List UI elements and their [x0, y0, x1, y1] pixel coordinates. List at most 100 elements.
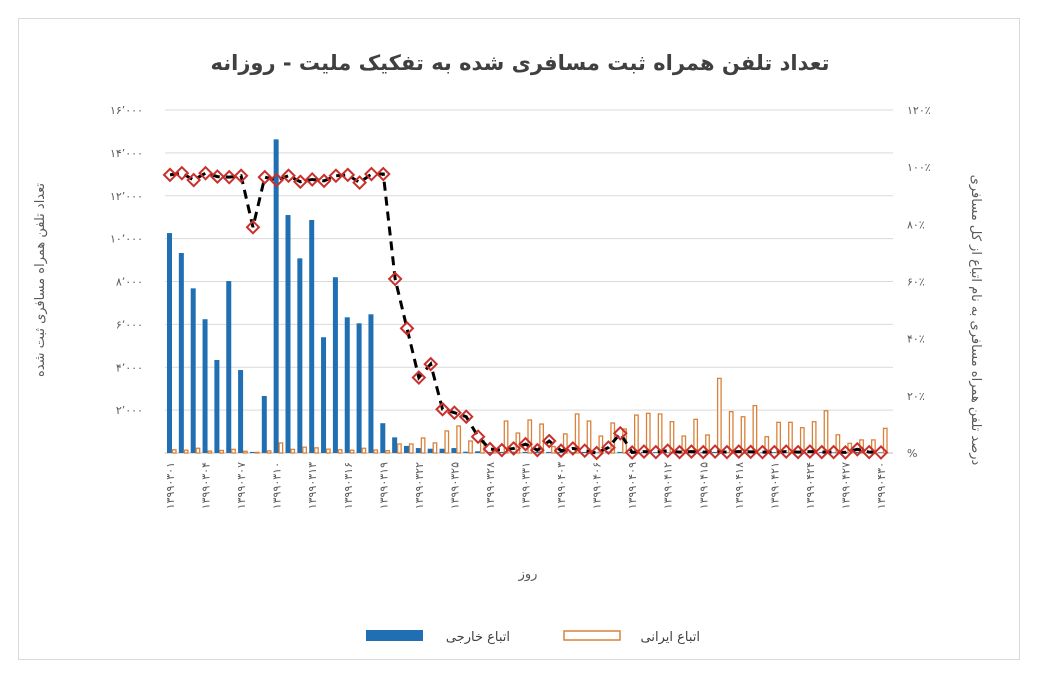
percent-marker: [399, 320, 415, 336]
bar-foreign: [818, 452, 824, 453]
percent-marker: [458, 409, 474, 425]
percent-marker: [387, 271, 403, 287]
y2-tick-label: ۱۰۰٪: [907, 161, 931, 174]
bar-foreign: [558, 451, 564, 453]
chart-title: تعداد تلفن همراه ثبت مسافری شده به تفکیک…: [211, 51, 830, 75]
percent-marker: [648, 444, 664, 460]
legend-swatch-foreign: [366, 630, 423, 641]
percent-marker: [873, 445, 889, 460]
bar-foreign: [664, 452, 670, 453]
percent-marker: [352, 175, 368, 191]
bar-iranian: [468, 440, 473, 454]
percent-marker: [423, 356, 439, 372]
bar-iranian: [207, 450, 213, 454]
bar-foreign: [202, 319, 208, 453]
y-tick-label: ۲٬۰۰۰: [116, 404, 143, 417]
x-tick-label: ۱۳۹۹۰۳۳۱: [520, 462, 533, 509]
bar-foreign: [190, 288, 196, 453]
percent-marker: [529, 442, 545, 458]
x-tick-label: ۱۳۹۹۰۴۰۹: [626, 462, 639, 509]
y2-axis-ticks: % ۲۰٪ ۴۰٪ ۶۰٪ ۸۰٪ ۱۰۰٪ ۱۲۰٪: [907, 104, 931, 460]
bar-iranian: [823, 410, 829, 454]
percent-marker: [411, 370, 427, 385]
x-tick-label: ۱۳۹۹۰۳۲۵: [448, 462, 461, 509]
bar-iranian: [242, 450, 248, 454]
bar-foreign: [249, 451, 255, 453]
percent-marker: [340, 167, 356, 183]
bar-iranian: [432, 442, 438, 454]
bar-foreign: [652, 452, 658, 453]
bar-iranian: [254, 451, 260, 454]
bar-iranian: [396, 443, 402, 454]
bar-foreign: [546, 451, 552, 453]
bar-foreign: [593, 452, 599, 453]
percent-marker: [174, 165, 190, 181]
percent-marker: [328, 168, 344, 184]
bar-foreign: [178, 252, 184, 453]
percent-marker: [766, 444, 782, 460]
x-tick-label: ۱۳۹۹۰۴۲۴: [804, 462, 817, 509]
percent-marker: [281, 168, 296, 184]
bar-iranian: [752, 404, 758, 454]
percent-marker: [316, 173, 332, 189]
percent-marker: [269, 172, 285, 188]
legend-label-foreign: اتباع خارجی: [446, 630, 510, 645]
percent-marker: [683, 444, 699, 459]
bar-iranian: [373, 449, 379, 454]
x-tick-label: ۱۳۹۹۰۴۱۸: [733, 462, 746, 509]
bar-foreign: [368, 314, 374, 453]
percent-marker: [660, 443, 676, 459]
bar-iranian: [325, 448, 331, 454]
bar-foreign: [321, 337, 327, 453]
x-axis-ticks: ۱۳۹۹۰۳۰۱ ۱۳۹۹۰۳۰۴ ۱۳۹۹۰۳۰۷ ۱۳۹۹۰۳۱۰ ۱۳۹۹۰۳۱۳…: [164, 462, 888, 509]
bar-iranian: [728, 410, 734, 454]
x-tick-label: ۱۳۹۹۰۳۱۹: [377, 462, 390, 509]
percent-marker: [494, 442, 510, 458]
bar-foreign: [581, 451, 587, 453]
bar-iranian: [444, 430, 450, 454]
bar-foreign: [261, 395, 267, 453]
percent-marker: [695, 444, 711, 460]
y2-tick-label: ۸۰٪: [907, 218, 925, 231]
x-tick-label: ۱۳۹۹۰۴۲۷: [839, 462, 852, 509]
percent-marker: [446, 405, 462, 421]
percent-marker: [435, 401, 450, 417]
bar-foreign: [167, 233, 172, 453]
percent-marker: [375, 166, 391, 182]
percent-marker: [636, 444, 652, 459]
y2-tick-label: %: [907, 447, 917, 460]
y-tick-label: ۱۶٬۰۰۰: [110, 104, 143, 117]
y-axis-title: تعداد تلفن همراه مسافری ثبت شده: [33, 183, 48, 377]
bar-foreign: [238, 370, 244, 453]
percent-marker: [589, 445, 605, 461]
percent-marker: [292, 174, 308, 190]
x-tick-label: ۱۳۹۹۰۳۱۳: [306, 462, 319, 509]
x-tick-label: ۱۳۹۹۰۳۰۱: [164, 462, 177, 509]
percent-marker: [186, 172, 202, 188]
bar-iranian: [314, 447, 319, 454]
bar-iranian: [183, 449, 189, 454]
bar-foreign: [486, 451, 492, 453]
percent-marker: [245, 219, 261, 235]
x-tick-label: ۱۳۹۹۰۳۰۷: [235, 462, 248, 509]
y-tick-label: ۶٬۰۰۰: [116, 318, 143, 331]
bar-iranian: [231, 448, 236, 454]
x-tick-label: ۱۳۹۹۰۴۱۲: [662, 462, 675, 509]
x-tick-label: ۱۳۹۹۰۳۱۶: [342, 462, 355, 509]
y2-tick-label: ۱۲۰٪: [907, 104, 931, 117]
bar-foreign: [534, 451, 540, 453]
percent-marker: [506, 441, 522, 456]
y-tick-label: ۸٬۰۰۰: [116, 276, 143, 289]
bar-foreign: [427, 448, 433, 453]
percent-marker: [814, 444, 830, 460]
percent-marker: [719, 444, 735, 460]
percent-marker: [755, 444, 770, 460]
bar-foreign: [510, 451, 516, 453]
bar-foreign: [226, 281, 232, 453]
percent-marker: [162, 167, 178, 183]
percent-marker: [364, 166, 379, 182]
bar-iranian: [337, 449, 343, 454]
bar-foreign: [771, 452, 777, 453]
percent-marker: [790, 444, 806, 460]
